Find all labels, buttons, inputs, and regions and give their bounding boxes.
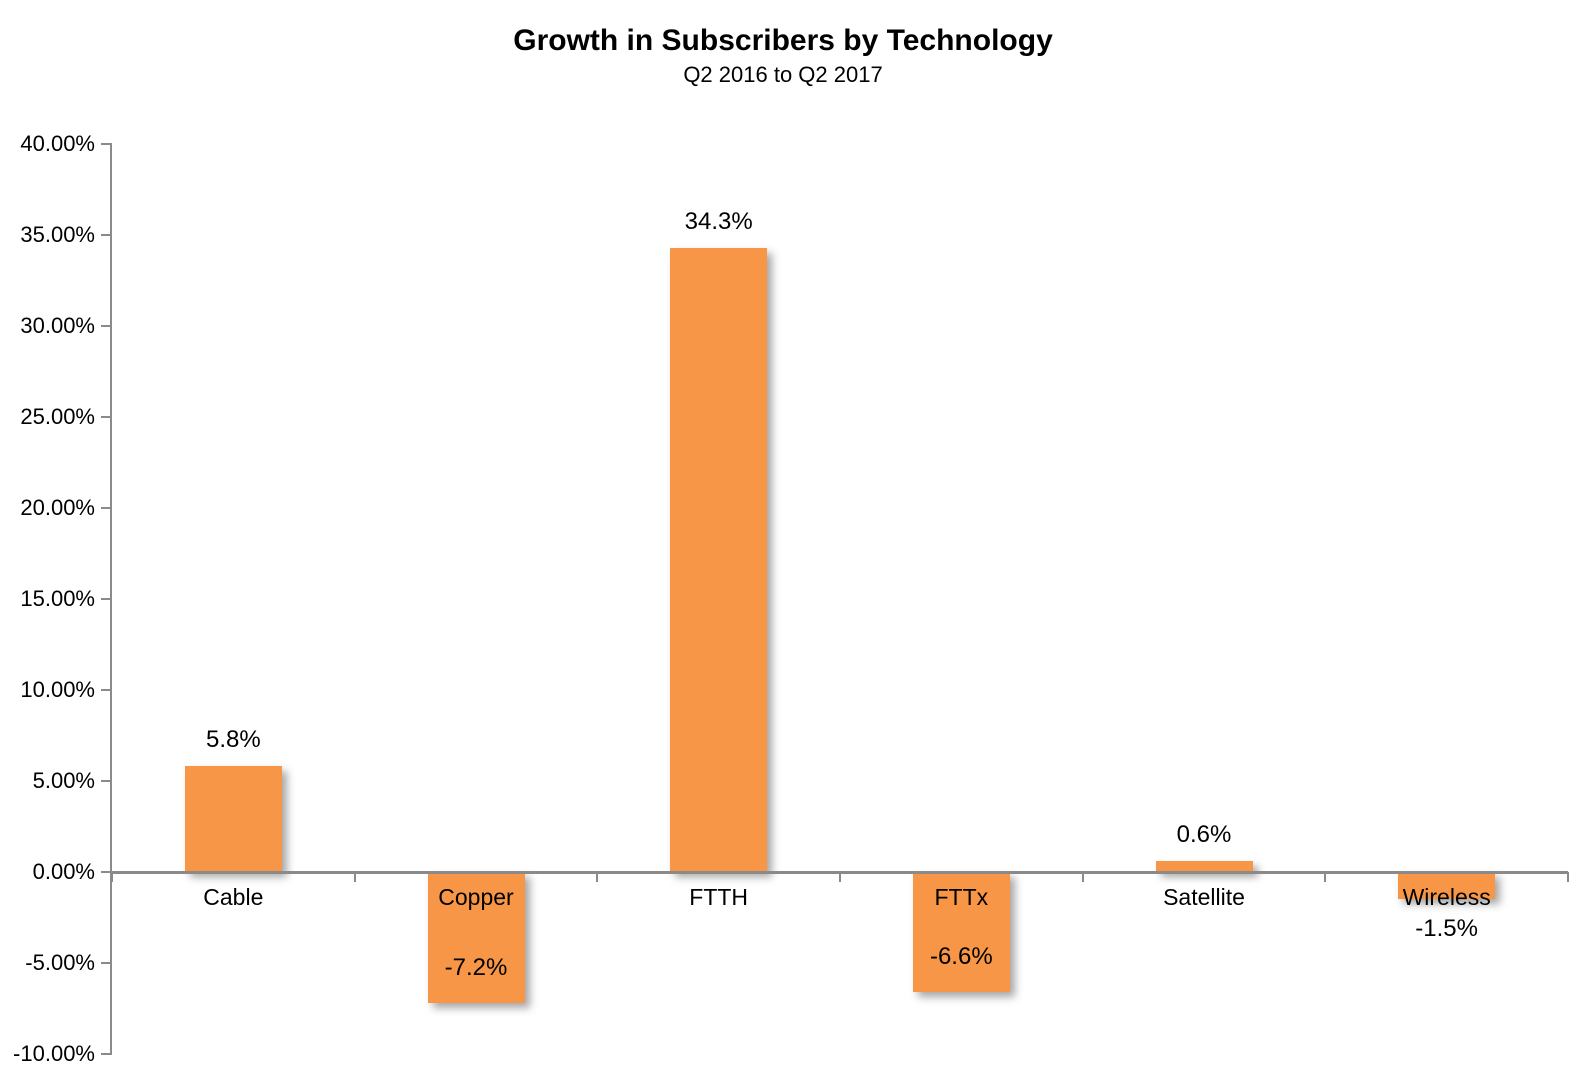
y-axis-tick-label: -10.00% (13, 1041, 95, 1066)
chart-subtitle: Q2 2016 to Q2 2017 (683, 62, 883, 87)
category-label-fttx: FTTx (934, 884, 989, 910)
y-axis-tick-label: 35.00% (20, 222, 95, 247)
bar-wireless (1398, 872, 1496, 900)
data-label-copper: -7.2% (444, 954, 508, 982)
y-axis-tick-mark (101, 598, 112, 600)
y-axis-tick-mark (101, 871, 112, 873)
y-axis-tick-mark (101, 1053, 112, 1055)
y-axis-tick-mark (101, 507, 112, 509)
y-axis-line (110, 144, 112, 1054)
y-axis-tick-label: 15.00% (20, 586, 95, 611)
y-axis-tick-label: 0.00% (32, 859, 95, 884)
x-axis-tick-mark (1567, 872, 1569, 882)
y-axis-tick-label: 10.00% (20, 677, 95, 702)
bar-ftth (670, 247, 768, 872)
x-axis-tick-mark (839, 872, 841, 882)
category-label-ftth: FTTH (689, 884, 749, 910)
x-axis-tick-mark (111, 872, 113, 882)
y-axis-tick-label: 25.00% (20, 404, 95, 429)
category-label-cable: Cable (203, 884, 264, 910)
data-label-fttx: -6.6% (929, 943, 993, 971)
bar-fttx (912, 872, 1010, 993)
category-label-satellite: Satellite (1163, 884, 1245, 910)
y-axis-tick-label: 20.00% (20, 495, 95, 520)
y-axis-tick-mark (101, 962, 112, 964)
category-label-wireless: Wireless (1402, 884, 1491, 910)
category-label-copper: Copper (438, 884, 514, 910)
bar-satellite (1155, 861, 1253, 872)
data-label-cable: 5.8% (205, 726, 261, 754)
x-axis-tick-mark (596, 872, 599, 882)
bar-cable (184, 766, 282, 872)
y-axis-tick-mark (101, 689, 112, 691)
y-axis-tick-mark (101, 780, 112, 782)
chart-title: Growth in Subscribers by Technology (513, 24, 1053, 57)
y-axis-tick-mark (101, 234, 112, 236)
y-axis-tick-mark (101, 416, 112, 418)
x-axis-tick-mark (1081, 872, 1084, 882)
y-axis-tick-mark (101, 143, 112, 145)
bar-copper (427, 872, 525, 1004)
y-axis-tick-label: 30.00% (20, 313, 95, 338)
y-axis-tick-label: 5.00% (32, 768, 95, 793)
y-axis-tick-label: -5.00% (25, 950, 95, 975)
data-label-satellite: 0.6% (1176, 821, 1232, 849)
x-axis-tick-mark (353, 872, 356, 882)
x-axis-tick-mark (1324, 872, 1327, 882)
y-axis-tick-mark (101, 325, 112, 327)
data-label-ftth: 34.3% (684, 207, 753, 235)
y-axis-tick-label: 40.00% (20, 131, 95, 156)
data-label-wireless: -1.5% (1415, 915, 1478, 943)
